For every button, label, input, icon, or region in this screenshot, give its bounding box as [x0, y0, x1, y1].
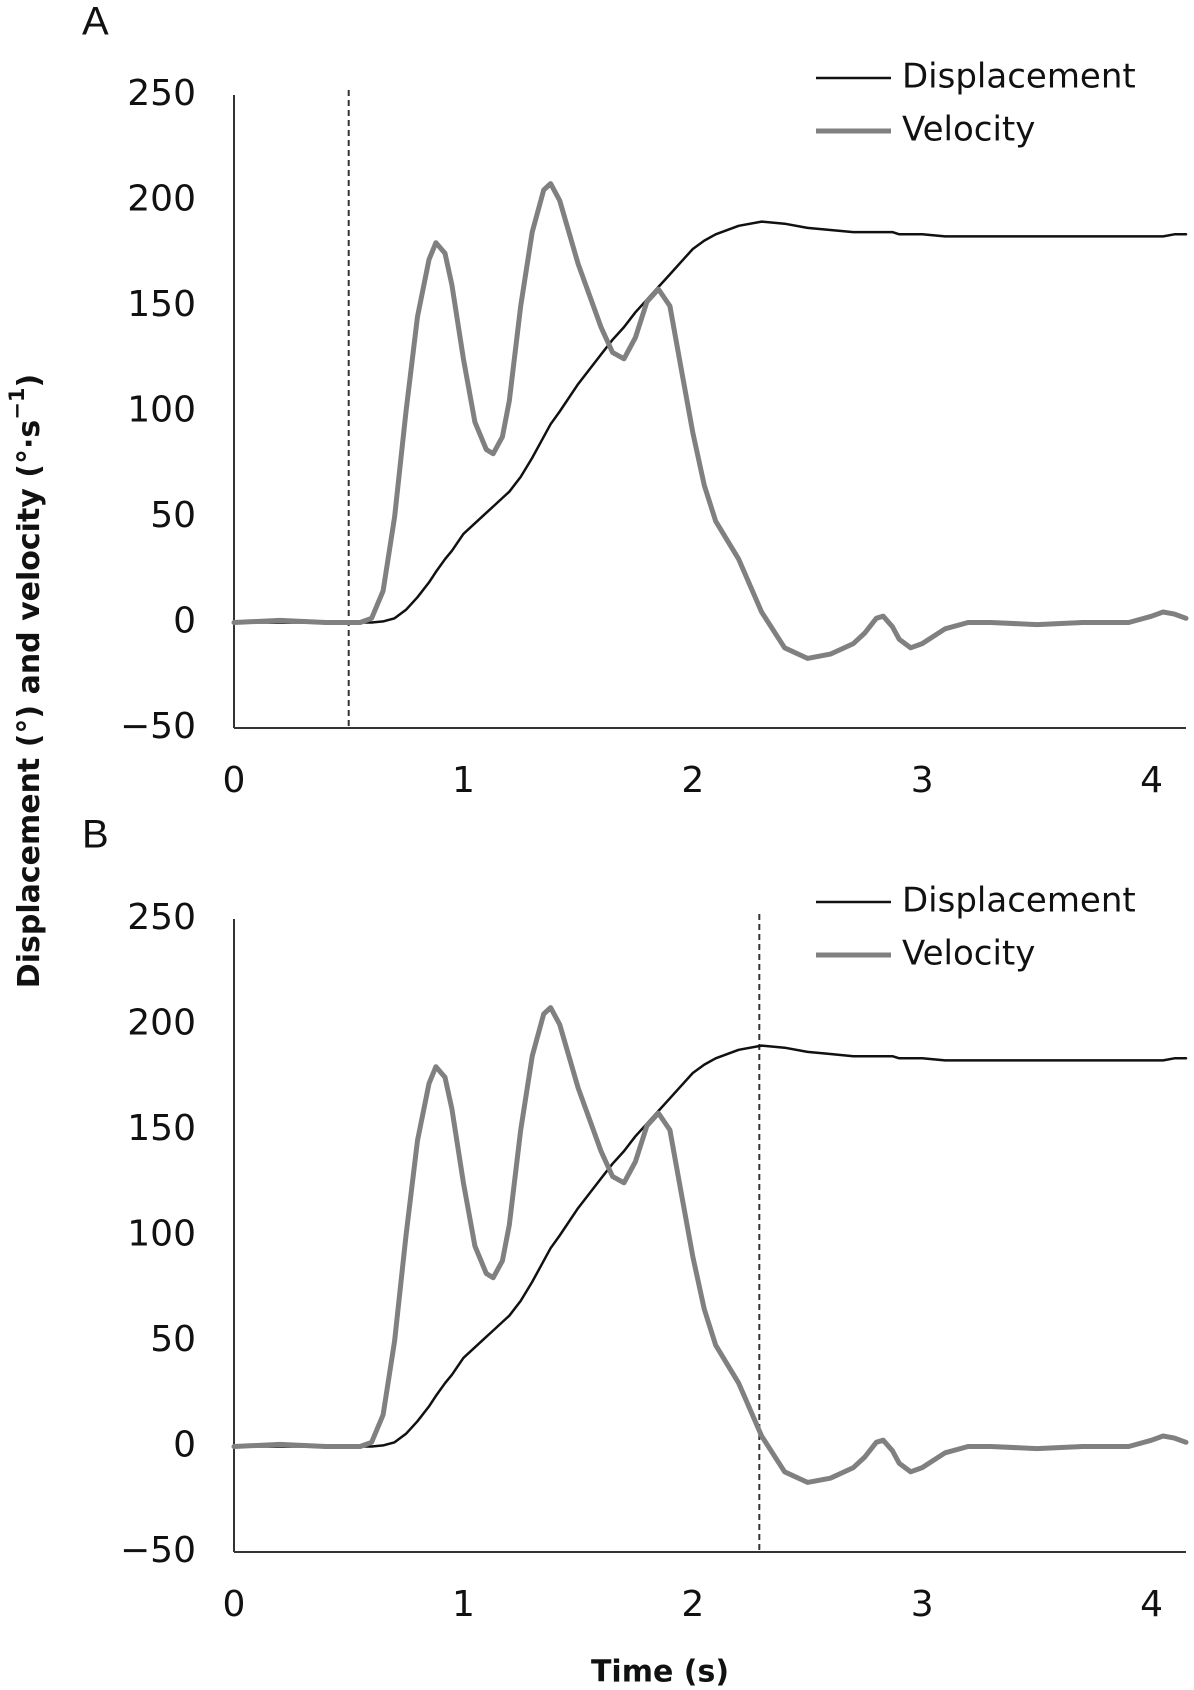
y-title-text: Displacement (°) and velocity (°·s [12, 420, 47, 988]
y-tick-label: 100 [127, 1214, 196, 1255]
x-tick-label: 3 [911, 1584, 934, 1625]
x-tick-label: 2 [681, 760, 704, 801]
y-title-end: ) [12, 374, 47, 388]
series-line [232, 1044, 1188, 1448]
series-line [231, 181, 1189, 661]
y-tick-label: 250 [127, 73, 196, 114]
y-tick-label: 250 [127, 897, 196, 938]
y-tick-label: 150 [127, 1108, 196, 1149]
y-tick-label: 150 [127, 284, 196, 325]
x-axis-title: Time (s) [591, 1655, 729, 1690]
y-tick-label: 0 [173, 601, 196, 642]
y-tick-label: 200 [127, 1003, 196, 1044]
y-tick-label: 0 [173, 1425, 196, 1466]
y-tick-label: 200 [127, 179, 196, 220]
y-tick-label: 50 [150, 495, 196, 536]
x-tick-label: 4 [1140, 760, 1163, 801]
x-tick-label: 2 [681, 1584, 704, 1625]
x-tick-label: 4 [1140, 1584, 1163, 1625]
legend-label: Displacement [902, 881, 1136, 921]
x-tick-label: 0 [223, 1584, 246, 1625]
legend-label: Displacement [902, 57, 1136, 97]
y-title-sup: −1 [5, 388, 29, 420]
legend-label: Velocity [902, 934, 1035, 974]
y-tick-label: 100 [127, 390, 196, 431]
series-line [231, 1005, 1189, 1485]
y-axis-title: Displacement (°) and velocity (°·s−1) [5, 374, 47, 988]
x-tick-label: 1 [452, 1584, 475, 1625]
panel-label: A [82, 0, 109, 44]
series-line [232, 220, 1188, 624]
y-tick-label: −50 [120, 1530, 196, 1571]
x-tick-label: 3 [911, 760, 934, 801]
y-tick-label: −50 [120, 706, 196, 747]
legend-label: Velocity [902, 110, 1035, 150]
x-tick-label: 1 [452, 760, 475, 801]
x-tick-label: 0 [223, 760, 246, 801]
panel-label: B [82, 813, 109, 857]
y-tick-label: 50 [150, 1319, 196, 1360]
